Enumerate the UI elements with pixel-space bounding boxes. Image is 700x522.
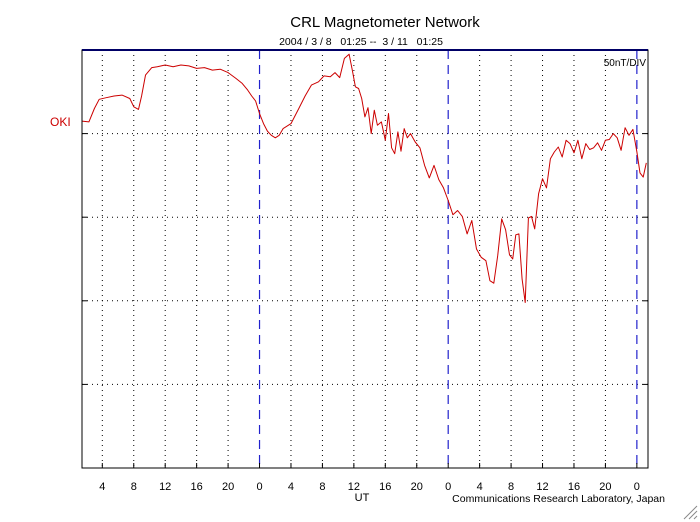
scale-label: 50nT/DIV xyxy=(604,58,647,69)
x-tick-label: 20 xyxy=(599,481,611,493)
chart-subtitle: 2004 / 3 / 8 01:25 -- 3 / 11 01:25 xyxy=(279,36,443,48)
plot-frame xyxy=(81,49,649,469)
x-tick-label: 20 xyxy=(222,481,234,493)
x-tick-label: 0 xyxy=(445,481,451,493)
station-label: OKI xyxy=(50,115,71,129)
x-tick-label: 20 xyxy=(411,481,423,493)
day-boundary-layer xyxy=(258,50,638,468)
x-tick-label: 12 xyxy=(348,481,360,493)
x-tick-label: 8 xyxy=(131,481,137,493)
x-tick-label: 4 xyxy=(288,481,294,493)
credit-label: Communications Research Laboratory, Japa… xyxy=(452,493,665,505)
x-tick-label: 8 xyxy=(319,481,325,493)
x-tick-label: 16 xyxy=(191,481,203,493)
x-tick-label: 12 xyxy=(159,481,171,493)
x-tick-label: 12 xyxy=(536,481,548,493)
x-tick-label: 8 xyxy=(508,481,514,493)
resize-grip-icon[interactable] xyxy=(683,505,698,520)
chart-title: CRL Magnetometer Network xyxy=(290,14,480,31)
x-tick-label: 4 xyxy=(477,481,483,493)
x-tick-label: 0 xyxy=(256,481,262,493)
x-tick-label: 16 xyxy=(379,481,391,493)
x-tick-label: 0 xyxy=(634,481,640,493)
y-ticks xyxy=(82,133,648,385)
series-line-oki xyxy=(81,53,647,303)
x-axis-label: UT xyxy=(355,492,370,504)
x-tick-label: 4 xyxy=(99,481,105,493)
grid-layer xyxy=(82,50,648,468)
series-layer xyxy=(81,53,647,303)
x-ticks: 4 8 12 16 20 0 4 8 12 16 20 0 4 8 12 16 20 0 xyxy=(99,463,640,493)
x-tick-label: 16 xyxy=(568,481,580,493)
